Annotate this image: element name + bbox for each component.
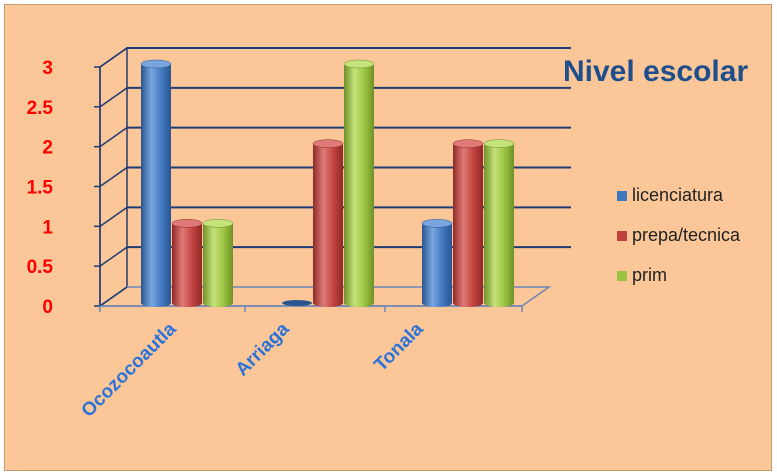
bar-prepa/tecnica-Ocozocoautla: [172, 223, 202, 307]
gridline-diagonal: [99, 47, 128, 68]
chart-bars: [140, 59, 515, 307]
gridline-diagonal: [99, 286, 128, 307]
legend-swatch-prim: [617, 271, 627, 281]
y-tick-label: 3: [42, 58, 53, 79]
bar-licenciatura-Arriaga: [282, 300, 312, 306]
y-tick-label: 2.5: [27, 98, 54, 119]
legend-label-prim: prim: [632, 265, 667, 285]
legend-swatch-prepa/tecnica: [617, 231, 627, 241]
bar-top-prim-Tonala: [483, 139, 515, 148]
chart-title: Nivel escolar: [563, 55, 748, 88]
category-label-arriaga: Arriaga: [232, 318, 294, 380]
x-axis-categories: Ocozocoautla Arriaga Tonala: [78, 318, 428, 421]
gridline-diagonal: [99, 127, 128, 148]
bar-top-prepa/tecnica-Arriaga: [312, 139, 344, 148]
bar-prim-Arriaga: [344, 64, 374, 307]
gridline-diagonal: [99, 206, 128, 227]
bar-licenciatura-Tonala: [422, 223, 452, 307]
bar-top-prim-Ocozocoautla: [202, 219, 234, 228]
gridline-diagonal: [99, 166, 128, 188]
y-tick-label: 2: [42, 138, 53, 159]
bar-top-prim-Arriaga: [343, 59, 375, 69]
category-label-ocozocoautla: Ocozocoautla: [78, 318, 181, 421]
bar-licenciatura-Ocozocoautla: [141, 64, 171, 307]
bar-prepa/tecnica-Arriaga: [313, 143, 343, 307]
y-tick-label: 1: [42, 217, 53, 238]
y-tick-label: 1.5: [27, 178, 54, 199]
category-label-tonala: Tonala: [370, 318, 427, 375]
bar-prim-Tonala: [484, 143, 514, 307]
y-axis-ticks: 0 0.5 1 1.5 2 2.5 3: [27, 58, 54, 318]
y-tick-label: 0.5: [27, 257, 54, 278]
bar-top-licenciatura-Ocozocoautla: [140, 59, 172, 69]
gridline-diagonal: [99, 246, 128, 267]
chart-legend: licenciatura prepa/tecnica prim: [617, 185, 741, 285]
bar-prim-Ocozocoautla: [203, 223, 233, 307]
gridline-diagonal: [99, 87, 128, 108]
legend-label-licenciatura: licenciatura: [632, 185, 724, 205]
legend-swatch-licenciatura: [617, 191, 627, 201]
chart-plot: 00.511.522.53 Ocozocoautla Arriaga Tonala …: [27, 46, 748, 422]
bar-prepa/tecnica-Tonala: [453, 143, 483, 307]
bar-top-prepa/tecnica-Ocozocoautla: [171, 219, 203, 228]
bar-top-prepa/tecnica-Tonala: [452, 139, 484, 148]
bar-top-licenciatura-Tonala: [421, 219, 453, 228]
y-tick-label: 0: [42, 297, 53, 318]
chart-area: 0 0.5 1 1.5 2 2.5 3 Ocozocoautla Arriaga Tonala …: [4, 4, 772, 471]
legend-label-prepa/tecnica: prepa/tecnica: [632, 225, 741, 245]
